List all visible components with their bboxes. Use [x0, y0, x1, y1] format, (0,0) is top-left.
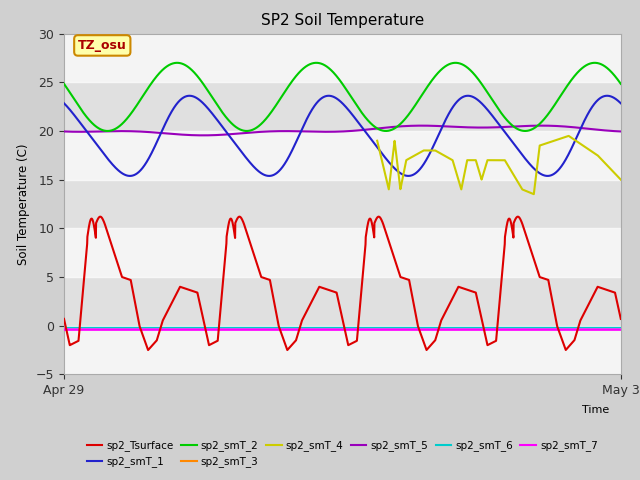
- Text: TZ_osu: TZ_osu: [78, 39, 127, 52]
- Title: SP2 Soil Temperature: SP2 Soil Temperature: [260, 13, 424, 28]
- Y-axis label: Soil Temperature (C): Soil Temperature (C): [17, 143, 30, 265]
- Text: Time: Time: [582, 405, 610, 415]
- Bar: [64, 228, 621, 277]
- Bar: [64, 131, 621, 180]
- Bar: [64, 326, 621, 374]
- Bar: [64, 34, 621, 82]
- Legend: sp2_Tsurface, sp2_smT_1, sp2_smT_2, sp2_smT_3, sp2_smT_4, sp2_smT_5, sp2_smT_6, : sp2_Tsurface, sp2_smT_1, sp2_smT_2, sp2_…: [83, 436, 602, 471]
